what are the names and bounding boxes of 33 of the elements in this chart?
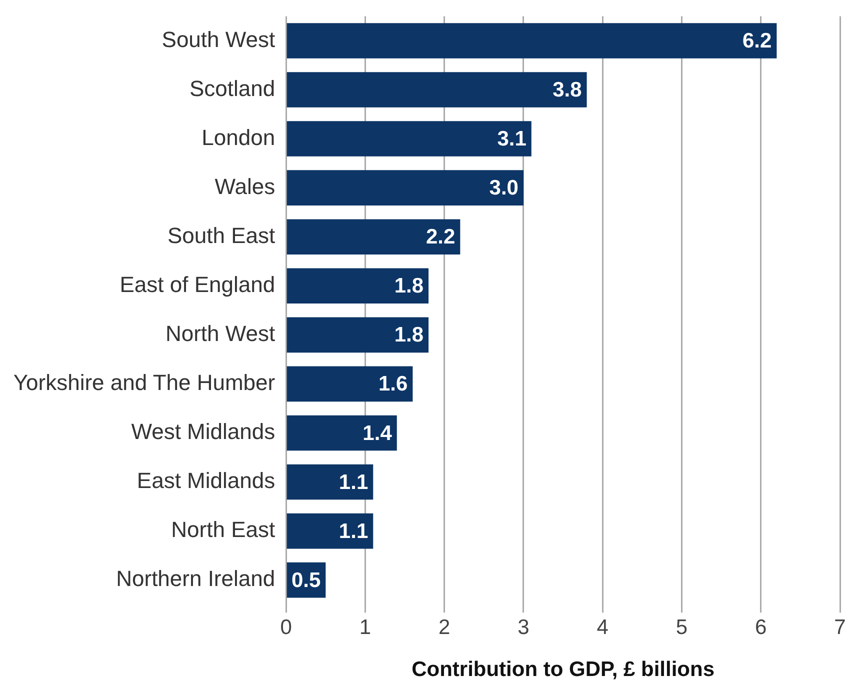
x-tick-label: 0	[280, 616, 292, 639]
data-label: 3.1	[497, 128, 527, 151]
y-tick-label: London	[202, 124, 276, 150]
x-axis-title: Contribution to GDP, £ billions	[412, 658, 715, 682]
y-tick-label: Scotland	[189, 76, 276, 101]
x-tick-label: 1	[359, 616, 372, 639]
data-label: 1.1	[338, 520, 368, 543]
x-tick-label: 7	[834, 616, 846, 639]
y-tick-label: South West	[162, 26, 276, 52]
x-tick-label: 6	[755, 616, 767, 639]
data-label: 6.2	[742, 30, 772, 53]
x-tick-label: 4	[596, 616, 609, 639]
data-label: 3.0	[489, 176, 518, 200]
data-label: 1.8	[394, 324, 424, 347]
y-tick-label: South East	[167, 222, 276, 248]
y-tick-label: East Midlands	[136, 468, 276, 494]
y-tick-label: North East	[171, 517, 276, 542]
x-tick-label: 5	[676, 616, 688, 639]
y-tick-label: Yorkshire and The Humber	[13, 370, 276, 396]
y-tick-label: West Midlands	[131, 419, 276, 444]
data-label: 0.5	[291, 568, 321, 592]
data-label: 2.2	[426, 226, 456, 249]
y-tick-label: East of England	[120, 272, 276, 297]
data-label: 3.8	[552, 78, 582, 102]
y-tick-label: Wales	[214, 174, 276, 199]
data-label: 1.8	[394, 274, 424, 298]
data-label: 1.4	[362, 422, 392, 445]
data-label: 1.6	[378, 372, 408, 396]
x-tick-label: 2	[438, 616, 450, 639]
data-label: 1.1	[338, 470, 368, 494]
y-tick-label: Northern Ireland	[116, 566, 276, 592]
x-tick-label: 3	[518, 616, 530, 639]
y-tick-label: North West	[165, 320, 276, 346]
